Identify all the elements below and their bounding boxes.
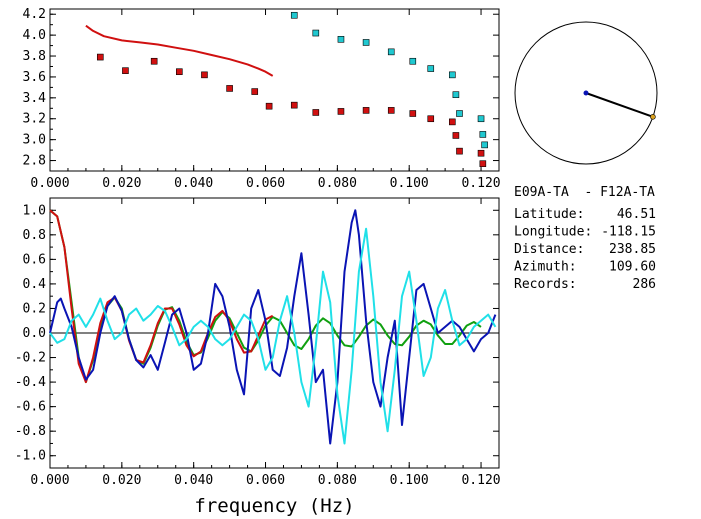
- top-series-2-point: [452, 91, 460, 99]
- bottom-ytick-label: 0.6: [23, 252, 46, 267]
- top-series-2-point: [456, 110, 463, 117]
- info-value: 238.85: [609, 242, 656, 257]
- azimuth-circle: [514, 21, 658, 165]
- top-series-1-point: [449, 118, 456, 126]
- bottom-series-2-line: [49, 209, 497, 445]
- top-series-1-point: [387, 107, 395, 114]
- bottom-ytick-label: 0.8: [23, 228, 46, 243]
- info-value: 109.60: [609, 260, 656, 275]
- correlation-panel: 0.000 0.020 0.040 0.060 0.080 0.100 0.120 1.0 0.…: [15, 197, 501, 517]
- bottom-xtick-label: 0.100: [390, 473, 429, 488]
- bottom-ytick-label: 0.4: [23, 277, 47, 292]
- top-series-1-point: [251, 88, 259, 95]
- top-series-1-point: [452, 132, 460, 139]
- info-label: Azimuth:: [514, 260, 577, 275]
- top-series-1-point: [479, 160, 487, 167]
- bottom-xtick-label: 0.120: [461, 473, 500, 488]
- top-series-2-point: [290, 11, 298, 19]
- top-series-2-point: [362, 39, 370, 46]
- top-series-1-point: [150, 57, 158, 65]
- bottom-ytick-label: -1.0: [15, 449, 46, 464]
- info-label: Distance:: [514, 242, 584, 257]
- top-series-1-point: [427, 115, 435, 123]
- top-series-1-point: [265, 102, 273, 110]
- top-ytick-label: 3.6: [23, 70, 46, 85]
- top-series-2-point: [477, 115, 485, 123]
- top-series-1-point: [226, 85, 233, 92]
- info-value: -118.15: [601, 225, 656, 240]
- top-series-1-point: [312, 109, 320, 116]
- bottom-xtick-label: 0.000: [30, 473, 69, 488]
- bottom-ytick-label: 0.0: [23, 326, 46, 341]
- info-label: Longitude:: [514, 225, 592, 240]
- top-series-1-point: [456, 147, 463, 155]
- top-xtick-label: 0.020: [102, 176, 141, 191]
- info-label: Latitude:: [514, 207, 584, 222]
- info-value: 286: [633, 277, 656, 292]
- top-series-1-point: [201, 71, 208, 79]
- top-ytick-label: 3.2: [23, 112, 46, 127]
- bottom-xtick-label: 0.040: [174, 473, 213, 488]
- top-frame: [49, 8, 500, 172]
- top-series-2-point: [387, 48, 395, 56]
- bottom-ytick-label: -0.6: [15, 400, 46, 415]
- top-series-2-point: [481, 141, 488, 149]
- top-ytick-label: 4.0: [23, 28, 46, 43]
- dispersion-panel: 0.000 0.020 0.040 0.060 0.080 0.100 0.120 2.8 3.…: [23, 7, 501, 191]
- top-ytick-label: 3.0: [23, 133, 46, 148]
- bottom-xtick-label: 0.080: [318, 473, 357, 488]
- azimuth-needle: [585, 92, 654, 118]
- top-series-1-point: [362, 107, 370, 114]
- top-series-1-point: [290, 101, 298, 109]
- bottom-ytick-label: -0.2: [15, 351, 46, 366]
- top-ytick-label: 4.2: [23, 7, 46, 22]
- top-series-1-point: [96, 53, 104, 61]
- top-ytick-label: 2.8: [23, 154, 46, 169]
- top-series-2-point: [337, 36, 345, 43]
- top-series-0-line: [85, 24, 274, 77]
- azimuth-center-dot: [583, 90, 589, 96]
- bottom-ytick-label: -0.4: [15, 375, 46, 390]
- top-series-2-point: [427, 65, 435, 72]
- bottom-ytick-label: -0.8: [15, 424, 46, 439]
- info-value: 46.51: [617, 207, 656, 222]
- top-series-2-point: [312, 29, 320, 37]
- top-xtick-label: 0.080: [318, 176, 357, 191]
- top-xtick-label: 0.060: [246, 176, 285, 191]
- top-series-1-point: [409, 110, 417, 117]
- bottom-ytick-label: 1.0: [23, 203, 46, 218]
- info-label: Records:: [514, 277, 577, 292]
- bottom-xtick-label: 0.060: [246, 473, 285, 488]
- top-series-1-point: [176, 68, 183, 76]
- station-info: E09A-TA - F12A-TA Latitude: 46.51 Longitud…: [514, 185, 656, 292]
- top-xtick-label: 0.120: [461, 176, 500, 191]
- top-xtick-label: 0.000: [30, 176, 69, 191]
- station-pair-title: E09A-TA - F12A-TA: [514, 185, 655, 200]
- top-series-2-point: [409, 57, 417, 65]
- top-series-1-point: [477, 149, 485, 157]
- top-xtick-label: 0.100: [390, 176, 429, 191]
- bottom-ytick-label: 0.2: [23, 301, 46, 316]
- top-ytick-label: 3.8: [23, 49, 46, 64]
- top-series-2-point: [479, 131, 487, 138]
- azimuth-end-dot: [650, 114, 656, 120]
- azimuth-dial: [514, 21, 658, 165]
- bottom-xtick-label: 0.020: [102, 473, 141, 488]
- top-xtick-label: 0.040: [174, 176, 213, 191]
- top-ytick-label: 3.4: [23, 91, 47, 106]
- top-series-1-point: [337, 108, 345, 115]
- top-series-1-point: [122, 67, 129, 74]
- bottom-series-3-line: [49, 227, 497, 445]
- bottom-xlabel: frequency (Hz): [194, 495, 354, 517]
- top-series-2-point: [449, 71, 456, 79]
